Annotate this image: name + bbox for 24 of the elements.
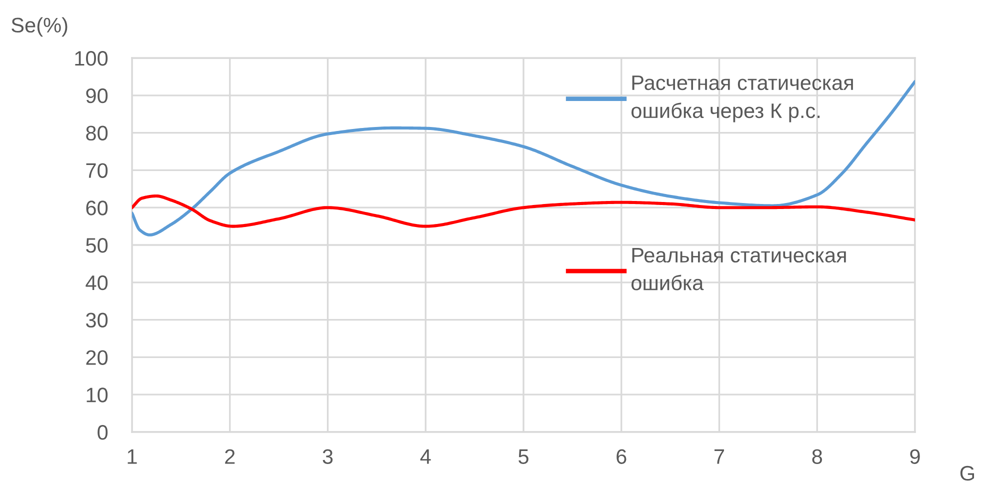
- legend-label: Реальная статическая ошибка: [632, 248, 846, 290]
- y-tick-label: 60: [86, 200, 108, 216]
- x-axis-title: G: [960, 466, 974, 481]
- x-tick-label: 5: [518, 449, 528, 464]
- x-tick-label: 8: [812, 449, 822, 464]
- y-tick-label: 50: [86, 238, 108, 253]
- y-tick-label: 100: [75, 51, 108, 66]
- y-tick-label: 0: [98, 425, 108, 440]
- x-tick-label: 9: [910, 449, 920, 464]
- x-tick-label: 1: [128, 449, 137, 464]
- x-tick-label: 3: [322, 449, 333, 464]
- y-tick-label: 20: [86, 350, 108, 365]
- x-tick-label: 6: [616, 449, 626, 464]
- x-tick-label: 4: [420, 449, 431, 464]
- legend-label: Расчетная статическая ошибка через К р.с.: [632, 76, 853, 122]
- y-tick-label: 90: [86, 88, 108, 104]
- y-axis-title: Se(%): [12, 17, 68, 37]
- y-tick-label: 30: [86, 312, 108, 328]
- x-tick-label: 7: [714, 449, 724, 464]
- y-tick-label: 10: [86, 388, 108, 402]
- x-tick-label: 2: [225, 449, 235, 464]
- y-tick-label: 40: [86, 275, 108, 290]
- y-tick-label: 70: [86, 163, 108, 178]
- y-tick-label: 80: [86, 126, 108, 141]
